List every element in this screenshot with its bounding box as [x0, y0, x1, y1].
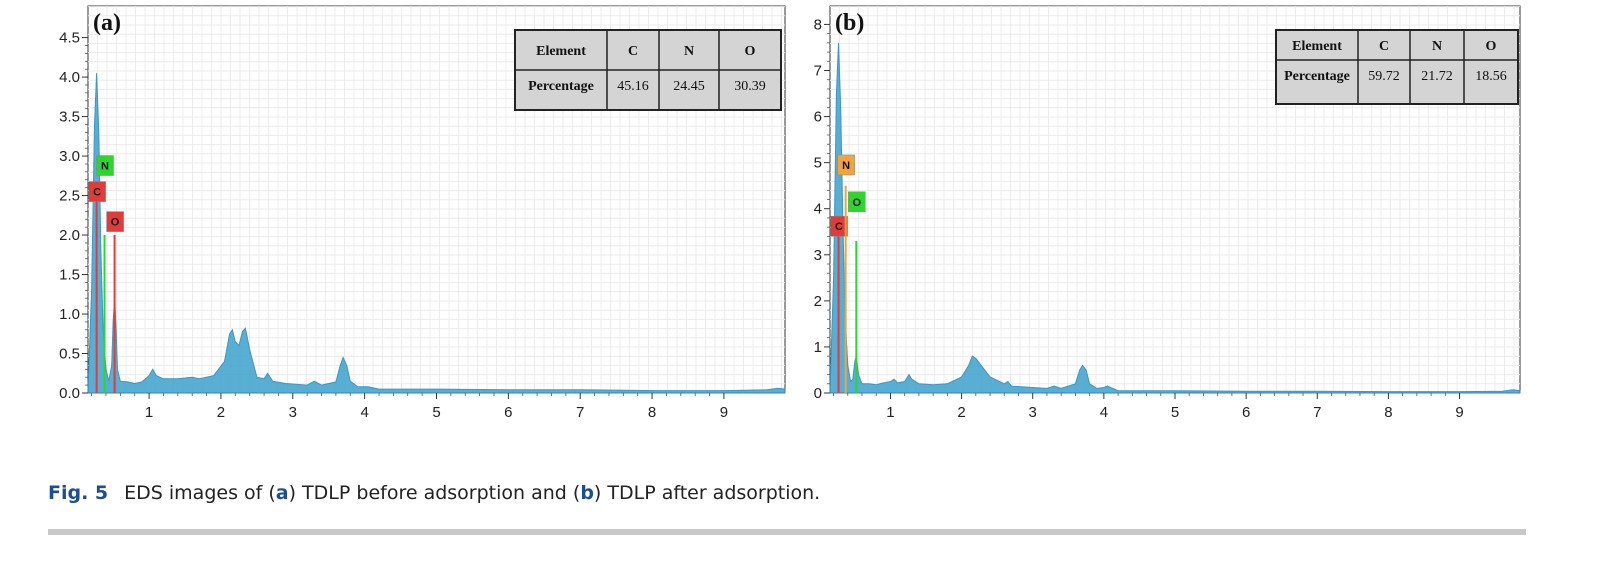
element-tag-label-o: O [111, 217, 120, 229]
x-tick-label: 1 [886, 404, 894, 421]
element-tag-n [837, 154, 855, 176]
element-tag-label-o: O [853, 197, 862, 209]
x-tick-label: 9 [1455, 404, 1463, 421]
grid [830, 6, 1520, 393]
element-tag-o [106, 211, 124, 232]
x-tick-label: 6 [504, 404, 512, 421]
table-row-label: Percentage [1284, 69, 1350, 84]
table-value: 45.16 [617, 79, 649, 94]
y-tick-label: 2.0 [59, 227, 80, 244]
y-tick-label: 3.5 [59, 109, 80, 126]
table-col-header: O [745, 44, 756, 59]
y-tick-label: 4 [814, 201, 822, 218]
caption-text-3: ) TDLP after adsorption. [593, 482, 821, 504]
element-tag-o [848, 191, 866, 213]
table-col-header: N [684, 44, 694, 59]
table-col-header: N [1432, 39, 1442, 54]
x-tick-label: 8 [1384, 404, 1392, 421]
element-tag-label-n: N [101, 161, 109, 173]
table-col-header: C [1379, 39, 1389, 54]
y-tick-label: 1 [814, 339, 822, 356]
element-tag-label-c: C [835, 221, 843, 233]
y-tick-label: 0 [814, 385, 822, 402]
table-header-label: Element [1292, 39, 1342, 54]
y-tick-label: 7 [814, 63, 822, 80]
table-value: 59.72 [1368, 69, 1400, 84]
y-tick-label: 8 [814, 16, 822, 33]
y-tick-label: 1.5 [59, 267, 80, 284]
element-tag-n [96, 155, 114, 176]
figure-number: Fig. 5 [48, 482, 109, 504]
panel-label: (b) [835, 10, 864, 36]
table-row-label: Percentage [528, 79, 594, 94]
x-tick-label: 5 [1171, 404, 1179, 421]
element-tag-c [88, 181, 106, 202]
table-col-header: O [1486, 39, 1497, 54]
table-value: 24.45 [673, 79, 705, 94]
y-tick-label: 0.5 [59, 346, 80, 363]
spectrum-area [829, 42, 1521, 394]
eds-chart-b: C N O 0 1 2 3 4 5 6 7 8 1 2 3 4 5 6 7 8 9 (b) Element Percentag… [814, 5, 1521, 421]
table-col-header: C [628, 44, 638, 59]
y-tick-label: 3.0 [59, 148, 80, 165]
y-tick-label: 0.0 [59, 385, 80, 402]
x-tick-label: 6 [1242, 404, 1250, 421]
caption-a: a [275, 482, 289, 504]
x-tick-label: 7 [576, 404, 584, 421]
x-tick-label: 1 [145, 404, 153, 421]
caption-text-2: ) TDLP before adsorption and ( [288, 482, 581, 504]
x-tick-label: 3 [1029, 404, 1037, 421]
x-tick-label: 2 [957, 404, 965, 421]
spectrum-area [87, 73, 786, 394]
x-tick-label: 5 [432, 404, 440, 421]
table-header-label: Element [536, 44, 586, 59]
caption-text-1: EDS images of ( [124, 482, 276, 504]
eds-panel-a: C N O 0.0 0.5 1.0 1.5 2.0 2.5 3.0 3.5 4.0 4.5 1 2 3 4 5 6 7… [40, 0, 802, 440]
eds-chart-a: C N O 0.0 0.5 1.0 1.5 2.0 2.5 3.0 3.5 4.0 4.5 1 2 3 4 5 6 7… [59, 5, 786, 421]
x-tick-label: 9 [720, 404, 728, 421]
caption-divider [48, 529, 1526, 535]
caption-b: b [580, 482, 594, 504]
y-tick-label: 2.5 [59, 188, 80, 205]
panel-label: (a) [93, 10, 121, 36]
figure-caption: Fig. 5 EDS images of (a) TDLP before adso… [48, 482, 820, 504]
y-tick-label: 2 [814, 293, 822, 310]
x-tick-label: 7 [1313, 404, 1321, 421]
x-tick-label: 3 [289, 404, 297, 421]
element-tag-label-n: N [842, 160, 850, 172]
y-tick-label: 3 [814, 247, 822, 264]
x-tick-label: 8 [648, 404, 656, 421]
x-tick-label: 2 [217, 404, 225, 421]
y-tick-label: 6 [814, 109, 822, 126]
table-value: 18.56 [1475, 69, 1507, 84]
y-tick-label: 5 [814, 155, 822, 172]
composition-table: Element Percentage C 59.72 N 21.72 O 18.56 [1275, 29, 1519, 105]
element-tag-c [830, 215, 848, 237]
y-tick-label: 1.0 [59, 306, 80, 323]
x-tick-label: 4 [360, 404, 368, 421]
element-tag-label-c: C [93, 187, 101, 199]
table-value: 21.72 [1421, 69, 1453, 84]
eds-panel-b: C N O 0 1 2 3 4 5 6 7 8 1 2 3 4 5 6 7 8 9 (b) Element Percentag… [808, 0, 1560, 440]
y-tick-label: 4.5 [59, 30, 80, 47]
y-tick-label: 4.0 [59, 69, 80, 86]
table-value: 30.39 [734, 79, 766, 94]
composition-table: Element Percentage C 45.16 N 24.45 O 30.39 [514, 29, 782, 111]
x-tick-label: 4 [1100, 404, 1108, 421]
table-frame [1275, 29, 1519, 105]
